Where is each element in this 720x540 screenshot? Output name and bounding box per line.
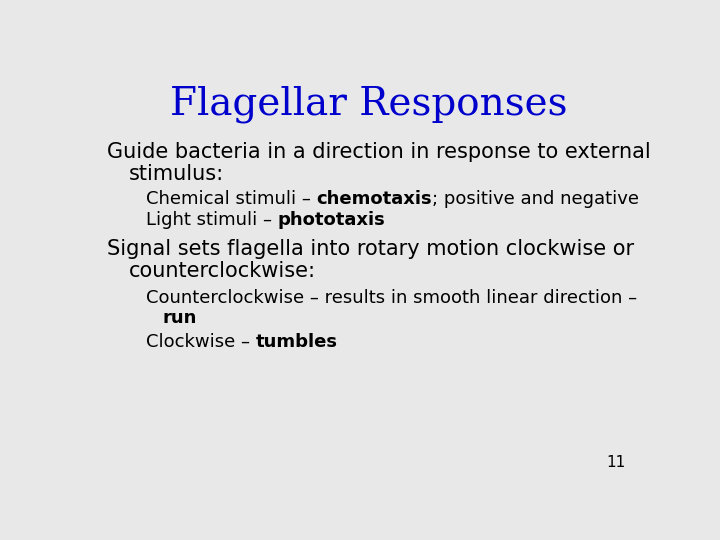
Text: Chemical stimuli –: Chemical stimuli – — [145, 190, 316, 207]
Text: Signal sets flagella into rotary motion clockwise or: Signal sets flagella into rotary motion … — [107, 239, 634, 259]
Text: Guide bacteria in a direction in response to external: Guide bacteria in a direction in respons… — [107, 141, 650, 161]
Text: stimulus:: stimulus: — [129, 164, 224, 184]
Text: phototaxis: phototaxis — [277, 211, 385, 229]
Text: run: run — [163, 309, 197, 327]
Text: tumbles: tumbles — [256, 333, 338, 351]
Text: Counterclockwise – results in smooth linear direction –: Counterclockwise – results in smooth lin… — [145, 288, 637, 307]
Text: ; positive and negative: ; positive and negative — [432, 190, 639, 207]
Text: Light stimuli –: Light stimuli – — [145, 211, 277, 229]
Text: chemotaxis: chemotaxis — [316, 190, 432, 207]
Text: 11: 11 — [606, 455, 626, 470]
Text: Flagellar Responses: Flagellar Responses — [170, 85, 568, 123]
Text: counterclockwise:: counterclockwise: — [129, 261, 316, 281]
Text: Clockwise –: Clockwise – — [145, 333, 256, 351]
